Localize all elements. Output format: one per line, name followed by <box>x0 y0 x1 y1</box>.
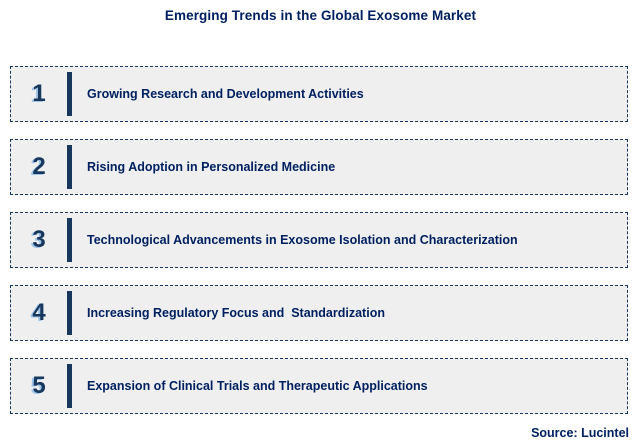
accent-bar <box>67 145 72 189</box>
trend-label: Rising Adoption in Personalized Medicine <box>87 160 336 174</box>
accent-bar <box>67 364 72 408</box>
trend-label: Increasing Regulatory Focus and Standard… <box>87 306 385 320</box>
trend-label: Growing Research and Development Activit… <box>87 87 364 101</box>
accent-bar <box>67 72 72 116</box>
trend-number: 2 <box>32 153 46 180</box>
trend-number: 4 <box>32 299 46 326</box>
trend-box-3: 3 Technological Advancements in Exosome … <box>10 212 628 268</box>
trend-list: 1 Growing Research and Development Activ… <box>10 66 628 431</box>
accent-bar <box>67 291 72 335</box>
trend-number: 3 <box>32 226 46 253</box>
source-attribution: Source: Lucintel <box>531 426 629 440</box>
page-title: Emerging Trends in the Global Exosome Ma… <box>164 8 477 23</box>
trend-box-1: 1 Growing Research and Development Activ… <box>10 66 628 122</box>
trend-box-2: 2 Rising Adoption in Personalized Medici… <box>10 139 628 195</box>
accent-bar <box>67 218 72 262</box>
trend-box-5: 5 Expansion of Clinical Trials and Thera… <box>10 358 628 414</box>
trend-number: 5 <box>32 372 46 399</box>
trend-box-4: 4 Increasing Regulatory Focus and Standa… <box>10 285 628 341</box>
trend-label: Expansion of Clinical Trials and Therape… <box>87 379 428 393</box>
trend-label: Technological Advancements in Exosome Is… <box>87 233 518 247</box>
trend-number: 1 <box>32 80 46 107</box>
